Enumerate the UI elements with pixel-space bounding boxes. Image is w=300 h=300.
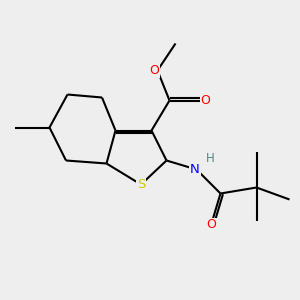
Text: S: S [137,178,145,191]
Text: H: H [206,152,214,165]
Text: O: O [207,218,216,232]
Text: O: O [150,64,159,77]
Text: N: N [190,163,200,176]
Text: O: O [201,94,210,107]
